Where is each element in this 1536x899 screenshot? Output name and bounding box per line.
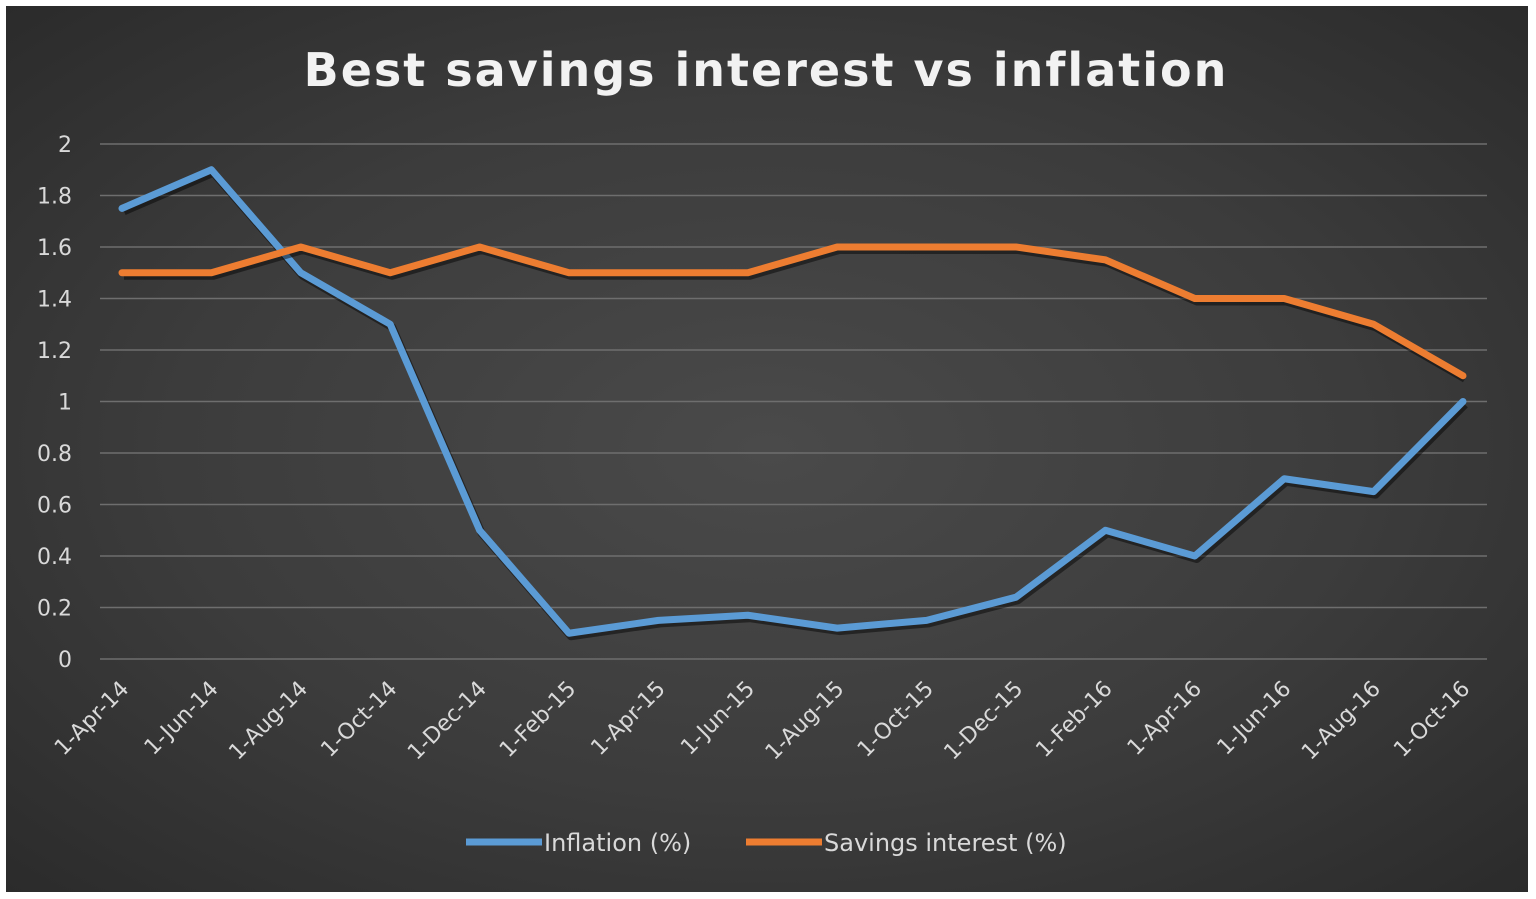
y-tick-label: 0.2 xyxy=(37,597,72,622)
x-tick-label: 1-Aug-16 xyxy=(1297,677,1386,766)
x-tick-label: 1-Apr-16 xyxy=(1123,677,1207,761)
x-tick-label: 1-Oct-14 xyxy=(317,677,403,763)
y-tick-label: 1.4 xyxy=(37,288,72,313)
x-tick-label: 1-Aug-15 xyxy=(761,677,850,766)
chart-title: Best savings interest vs inflation xyxy=(304,43,1229,97)
y-tick-label: 1.2 xyxy=(37,339,72,364)
y-tick-label: 0.8 xyxy=(37,442,72,467)
chart-area xyxy=(6,6,1528,892)
y-tick-label: 1.6 xyxy=(37,236,72,261)
y-tick-label: 0.6 xyxy=(37,494,72,519)
series-shadow xyxy=(124,246,1467,383)
x-tick-label: 1-Jun-15 xyxy=(676,677,760,761)
x-tick-label: 1-Dec-14 xyxy=(403,677,492,766)
x-tick-label: 1-Dec-15 xyxy=(940,677,1029,766)
y-tick-label: 2 xyxy=(58,133,72,158)
x-tick-label: 1-Apr-14 xyxy=(50,677,134,761)
x-tick-label: 1-Apr-15 xyxy=(586,677,670,761)
legend-label: Savings interest (%) xyxy=(824,829,1067,857)
series-line-0 xyxy=(118,166,1467,637)
y-tick-label: 0 xyxy=(58,648,72,673)
series-line-1 xyxy=(118,243,1467,380)
x-tick-label: 1-Oct-15 xyxy=(853,677,939,763)
y-tick-label: 0.4 xyxy=(37,545,72,570)
legend-label: Inflation (%) xyxy=(544,829,691,857)
y-tick-label: 1 xyxy=(58,391,72,416)
x-tick-label: 1-Aug-14 xyxy=(224,677,313,766)
series-shadow xyxy=(122,168,1468,641)
y-tick-label: 1.8 xyxy=(37,185,72,210)
x-tick-label: 1-Jun-14 xyxy=(140,677,224,761)
x-tick-label: 1-Oct-16 xyxy=(1389,677,1475,763)
x-tick-label: 1-Jun-16 xyxy=(1213,677,1297,761)
x-tick-label: 1-Feb-15 xyxy=(495,677,581,763)
x-tick-label: 1-Feb-16 xyxy=(1031,677,1117,763)
